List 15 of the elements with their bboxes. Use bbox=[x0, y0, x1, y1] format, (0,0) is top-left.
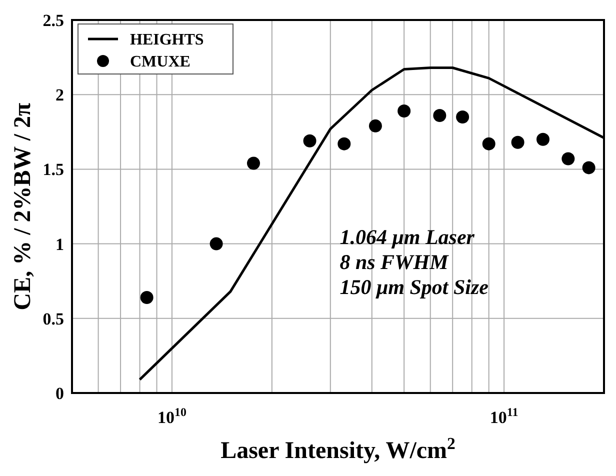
annotation: 1.064 μm Laser bbox=[340, 224, 476, 249]
x-axis-title: Laser Intensity, W/cm$^{2}$ bbox=[220, 434, 456, 464]
y-tick-label: 2 bbox=[56, 86, 64, 105]
annotation: 8 ns FWHM bbox=[340, 250, 450, 274]
y-tick-label: 2.5 bbox=[42, 10, 64, 30]
y-tick-label: 0 bbox=[56, 384, 64, 403]
y-axis-title: CE, % / 2%BW / 2π bbox=[10, 102, 36, 310]
y-tick-label: 1.5 bbox=[42, 160, 64, 180]
y-tick-label: 0.5 bbox=[42, 309, 64, 328]
legend-label: HEIGHTS bbox=[130, 32, 204, 49]
x-tick-label: 10$^{11}$ bbox=[490, 405, 518, 427]
x-tick-label: 10$^{10}$ bbox=[158, 405, 186, 427]
annotation: 150 μm Spot Size bbox=[340, 274, 489, 299]
legend-label: CMUXE bbox=[130, 54, 190, 71]
y-tick-label: 1 bbox=[56, 234, 64, 254]
